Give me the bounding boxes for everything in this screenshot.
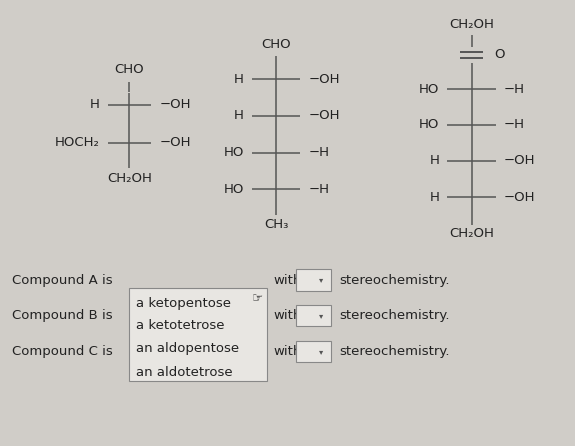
- FancyBboxPatch shape: [296, 341, 331, 362]
- Text: CH₂OH: CH₂OH: [449, 227, 494, 240]
- Text: Compound C is: Compound C is: [12, 345, 112, 358]
- Text: ☞: ☞: [251, 292, 263, 305]
- Text: CHO: CHO: [114, 62, 144, 76]
- Text: ▾: ▾: [319, 311, 323, 320]
- Text: stereochemistry.: stereochemistry.: [339, 273, 450, 287]
- Text: ▾: ▾: [319, 276, 323, 285]
- FancyBboxPatch shape: [129, 288, 267, 381]
- Text: O: O: [494, 48, 505, 62]
- Text: HO: HO: [419, 83, 439, 96]
- Text: a ketotetrose: a ketotetrose: [136, 319, 225, 332]
- Text: HO: HO: [419, 118, 439, 132]
- Text: CH₂OH: CH₂OH: [449, 18, 494, 31]
- Text: −H: −H: [308, 182, 329, 196]
- Text: −OH: −OH: [159, 136, 191, 149]
- Text: −OH: −OH: [308, 73, 340, 86]
- Text: HOCH₂: HOCH₂: [55, 136, 99, 149]
- Text: −H: −H: [504, 118, 525, 132]
- Text: CHO: CHO: [261, 38, 291, 51]
- Text: CH₂OH: CH₂OH: [107, 172, 152, 185]
- FancyBboxPatch shape: [296, 269, 331, 291]
- Text: HO: HO: [224, 182, 244, 196]
- Text: −OH: −OH: [159, 98, 191, 112]
- Text: Compound B is: Compound B is: [12, 309, 112, 322]
- Text: H: H: [430, 190, 439, 204]
- Text: CH₃: CH₃: [264, 218, 288, 231]
- Text: ▾: ▾: [319, 347, 323, 356]
- Text: −OH: −OH: [308, 109, 340, 123]
- Text: stereochemistry.: stereochemistry.: [339, 309, 450, 322]
- Text: H: H: [234, 109, 244, 123]
- Text: a ketopentose: a ketopentose: [136, 297, 231, 310]
- Text: Compound A is: Compound A is: [12, 273, 112, 287]
- Text: HO: HO: [224, 146, 244, 159]
- Text: an aldopentose: an aldopentose: [136, 342, 239, 355]
- Text: −OH: −OH: [504, 190, 535, 204]
- FancyBboxPatch shape: [296, 305, 331, 326]
- Text: −OH: −OH: [504, 154, 535, 167]
- Text: with: with: [273, 345, 301, 358]
- Text: H: H: [430, 154, 439, 167]
- Text: −H: −H: [308, 146, 329, 159]
- Text: an aldotetrose: an aldotetrose: [136, 366, 233, 379]
- Text: −H: −H: [504, 83, 525, 96]
- Text: with: with: [273, 273, 301, 287]
- Text: stereochemistry.: stereochemistry.: [339, 345, 450, 358]
- Text: H: H: [234, 73, 244, 86]
- Text: H: H: [90, 98, 99, 112]
- Text: with: with: [273, 309, 301, 322]
